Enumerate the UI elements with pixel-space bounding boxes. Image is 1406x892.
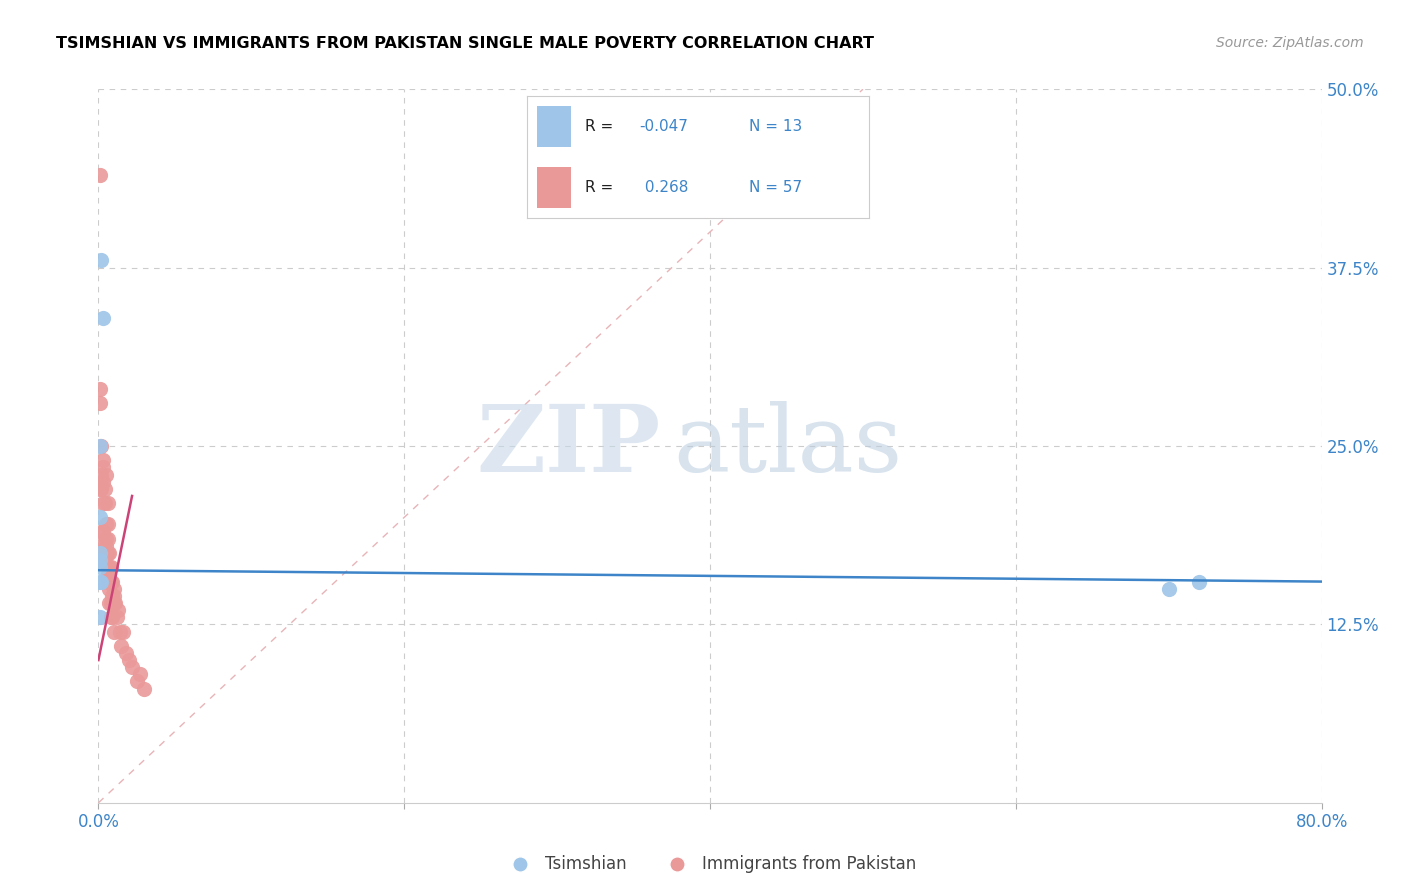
Point (97, 532, 120, 546)
Point (89, 553, 111, 567)
Point (97, 574, 120, 589)
Point (93, 482, 115, 496)
Point (89, 546, 111, 560)
Point (118, 653, 141, 667)
Point (98, 546, 121, 560)
Point (100, 560, 122, 574)
Point (100, 596, 122, 610)
Point (89, 539, 111, 553)
Point (101, 589, 124, 603)
Point (90, 574, 112, 589)
Point (97, 560, 120, 574)
Point (115, 646, 138, 660)
Point (89, 382, 111, 396)
Point (98, 582, 121, 596)
Point (98, 596, 121, 610)
Point (101, 574, 124, 589)
Point (103, 624, 125, 639)
Point (100, 574, 122, 589)
Point (89, 574, 111, 589)
Point (94, 467, 117, 482)
Point (94, 532, 117, 546)
Point (94, 546, 117, 560)
Point (89, 510, 111, 524)
Point (134, 681, 156, 696)
Point (97, 567, 120, 582)
Point (90, 253, 112, 268)
Point (104, 596, 127, 610)
Point (94, 517, 117, 532)
Legend: Tsimshian, Immigrants from Pakistan: Tsimshian, Immigrants from Pakistan (498, 849, 922, 880)
Point (89, 396, 111, 410)
Point (1188, 574, 1211, 589)
Point (90, 524, 112, 539)
Point (91, 475, 114, 489)
Point (111, 624, 134, 639)
Point (110, 639, 132, 653)
Point (103, 596, 125, 610)
Text: ZIP: ZIP (477, 401, 661, 491)
Point (100, 610, 122, 624)
Point (90, 482, 112, 496)
Point (91, 496, 114, 510)
Point (105, 610, 128, 624)
Point (103, 589, 125, 603)
Point (125, 674, 148, 689)
Point (97, 496, 120, 510)
Point (89, 168, 111, 182)
Point (108, 624, 131, 639)
Point (91, 310, 114, 325)
Point (89, 610, 111, 624)
Point (107, 603, 129, 617)
Point (103, 582, 125, 596)
Point (90, 439, 112, 453)
Text: Source: ZipAtlas.com: Source: ZipAtlas.com (1216, 36, 1364, 50)
Point (91, 524, 114, 539)
Point (128, 667, 150, 681)
Point (97, 517, 120, 532)
Point (94, 539, 117, 553)
Point (89, 560, 111, 574)
Point (93, 496, 115, 510)
Text: atlas: atlas (673, 401, 903, 491)
Point (89, 482, 111, 496)
Point (91, 460, 114, 475)
Point (97, 546, 120, 560)
Point (91, 453, 114, 467)
Point (121, 660, 143, 674)
Point (98, 567, 121, 582)
Point (90, 553, 112, 567)
Text: TSIMSHIAN VS IMMIGRANTS FROM PAKISTAN SINGLE MALE POVERTY CORRELATION CHART: TSIMSHIAN VS IMMIGRANTS FROM PAKISTAN SI… (56, 36, 875, 51)
Point (89, 439, 111, 453)
Point (98, 560, 121, 574)
Point (1157, 582, 1180, 596)
Point (101, 610, 124, 624)
Point (90, 467, 112, 482)
